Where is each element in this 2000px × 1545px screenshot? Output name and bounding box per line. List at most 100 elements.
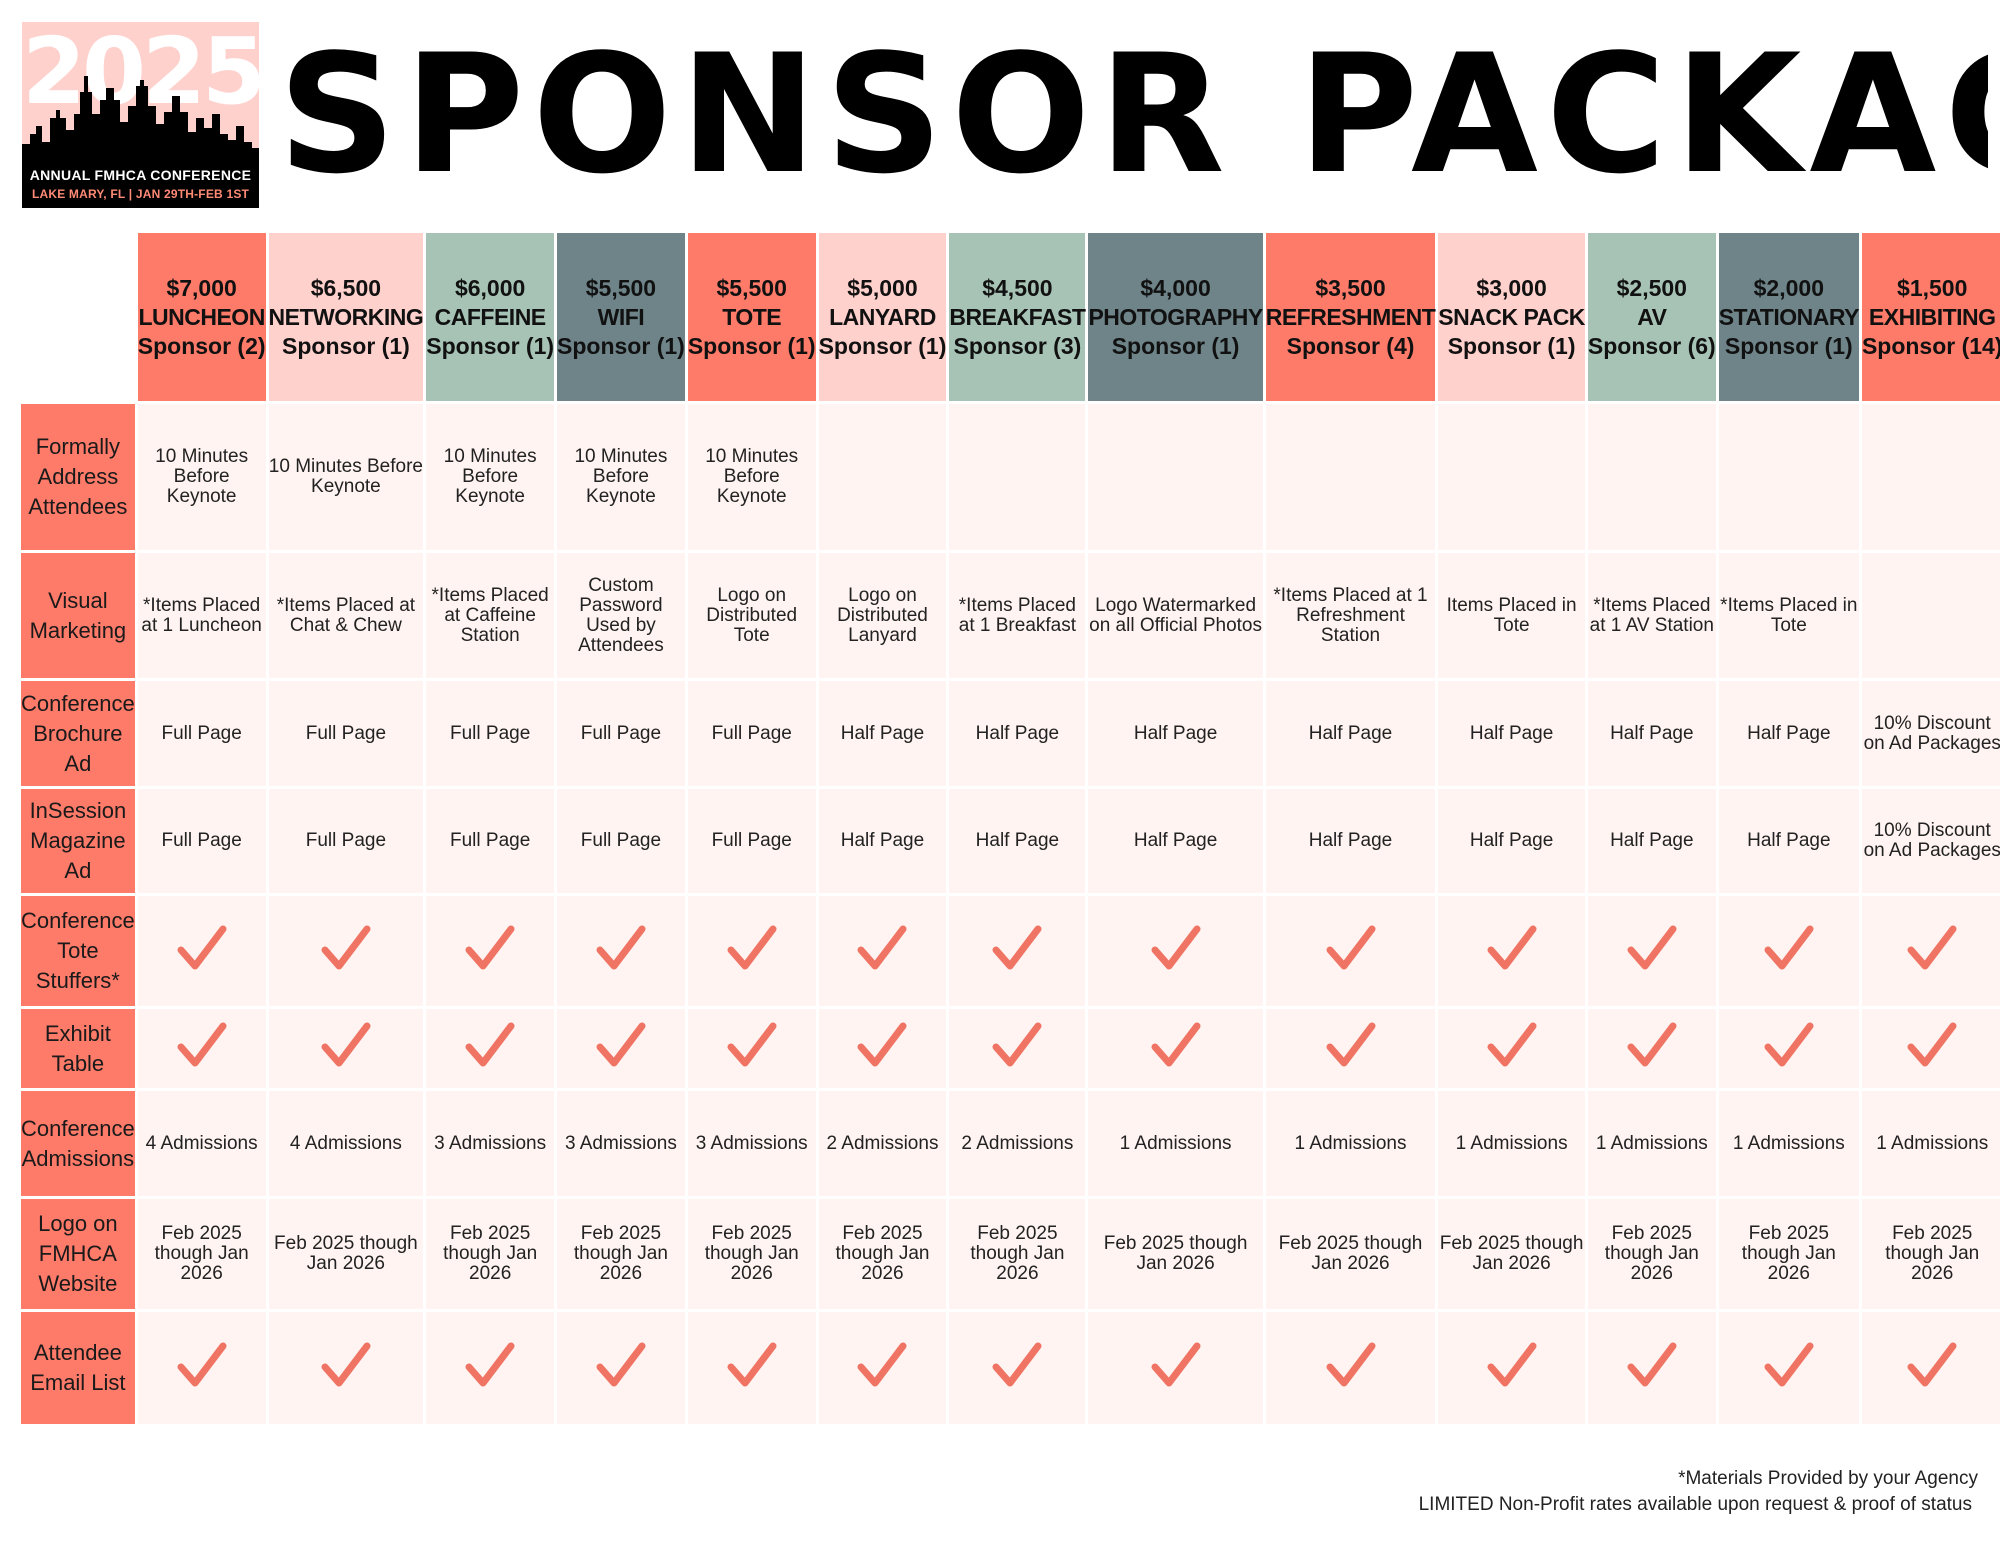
benefit-value — [818, 404, 947, 550]
checkmark-icon — [321, 1342, 371, 1386]
checkmark-cell — [818, 1312, 947, 1424]
benefit-value: Half Page — [1438, 789, 1585, 893]
package-price: $5,500 — [716, 274, 787, 301]
benefit-value: 1 Admissions — [1088, 1091, 1263, 1196]
benefit-value: Feb 2025 though Jan 2026 — [687, 1199, 816, 1309]
checkmark-icon — [1326, 925, 1375, 969]
checkmark-icon — [177, 925, 227, 969]
benefit-value: Feb 2025 though Jan 2026 — [1587, 1199, 1716, 1309]
benefit-value: Half Page — [1265, 789, 1436, 893]
benefit-value: Feb 2025 though Jan 2026 — [557, 1199, 685, 1309]
package-name: TOTE — [722, 303, 782, 330]
checkmark-cell — [818, 1009, 947, 1088]
checkmark-cell — [1265, 1312, 1436, 1424]
benefit-value: 10 Minutes Before Keynote — [137, 404, 266, 550]
benefit-value: 10 Minutes Before Keynote — [557, 404, 685, 550]
checkmark-icon — [1627, 1342, 1677, 1386]
benefit-label: Exhibit Table — [21, 1009, 135, 1088]
benefit-value — [1088, 404, 1263, 550]
checkmark-icon — [1326, 1022, 1375, 1067]
benefit-value: Half Page — [1587, 789, 1716, 893]
checkmark-icon — [465, 1022, 515, 1067]
benefit-value: 4 Admissions — [268, 1091, 424, 1196]
checkmark-icon — [1487, 925, 1537, 969]
package-count: Sponsor (1) — [557, 332, 685, 359]
benefit-value: Feb 2025 though Jan 2026 — [818, 1199, 947, 1309]
benefit-label: Attendee Email List — [21, 1312, 135, 1424]
checkmark-cell — [137, 1009, 266, 1088]
benefit-value: 10 Minutes Before Keynote — [426, 404, 555, 550]
package-header: $4,000 PHOTOGRAPHY Sponsor (1) — [1088, 233, 1263, 401]
checkmark-cell — [1861, 896, 2000, 1006]
benefit-value: Items Placed in Tote — [1438, 553, 1585, 678]
package-count: Sponsor (1) — [1447, 332, 1576, 359]
benefit-row: Formally Address Attendees 10 Minutes Bef… — [21, 404, 2000, 550]
checkmark-cell — [1265, 1009, 1436, 1088]
checkmark-icon — [321, 1022, 371, 1067]
benefit-value: *Items Placed at 1 Breakfast — [949, 553, 1086, 678]
checkmark-cell — [1861, 1009, 2000, 1088]
checkmark-icon — [1907, 925, 1957, 969]
package-price: $4,500 — [982, 274, 1053, 301]
checkmark-cell — [949, 1312, 1086, 1424]
benefit-value: Full Page — [687, 789, 816, 893]
checkmark-icon — [857, 1022, 907, 1067]
checkmark-cell — [557, 896, 685, 1006]
benefit-value: 10 Minutes Before Keynote — [268, 404, 424, 550]
benefit-row: InSession Magazine Ad Full Page Full Page F… — [21, 789, 2000, 893]
benefit-value: Feb 2025 though Jan 2026 — [1265, 1199, 1436, 1309]
footnote-nonprofit: LIMITED Non-Profit rates available upon … — [1418, 1494, 1972, 1515]
benefit-value: 2 Admissions — [818, 1091, 947, 1196]
checkmark-icon — [1487, 1022, 1537, 1067]
checkmark-icon — [177, 1022, 227, 1067]
checkmark-icon — [727, 925, 777, 969]
package-name: LANYARD — [829, 303, 936, 330]
package-count: Sponsor (1) — [687, 332, 816, 359]
checkmark-icon — [857, 925, 907, 969]
benefit-row: Conference Admissions 4 Admissions 4 Admis… — [21, 1091, 2000, 1196]
benefit-value: Half Page — [1587, 681, 1716, 786]
checkmark-cell — [1088, 896, 1263, 1006]
benefit-value — [1265, 404, 1436, 550]
benefit-value: 10 Minutes Before Keynote — [687, 404, 816, 550]
package-price: $7,000 — [166, 274, 237, 301]
checkmark-icon — [596, 1342, 646, 1386]
package-header: $4,500 BREAKFAST Sponsor (3) — [949, 233, 1086, 401]
benefit-label: Formally Address Attendees — [21, 404, 135, 550]
checkmark-cell — [137, 896, 266, 1006]
checkmark-cell — [1587, 1312, 1716, 1424]
checkmark-icon — [992, 925, 1042, 969]
package-count: Sponsor (6) — [1587, 332, 1716, 359]
package-name: BREAKFAST — [949, 303, 1086, 330]
benefit-value: 10% Discount on Ad Packages — [1861, 681, 2000, 786]
benefit-value: Feb 2025 though Jan 2026 — [1088, 1199, 1263, 1309]
package-count: Sponsor (1) — [1724, 332, 1853, 359]
checkmark-cell — [426, 1312, 555, 1424]
checkmark-icon — [857, 1342, 907, 1386]
package-header: $5,000 LANYARD Sponsor (1) — [818, 233, 947, 401]
package-price: $3,500 — [1315, 274, 1386, 301]
benefit-value: *Items Placed at 1 Luncheon — [137, 553, 266, 678]
benefit-value: Full Page — [687, 681, 816, 786]
package-name: STATIONARY — [1718, 303, 1860, 330]
package-name: SNACK PACK — [1438, 303, 1585, 330]
package-name: LUNCHEON — [138, 303, 265, 330]
benefit-value: Custom Password Used by Attendees — [557, 553, 685, 678]
package-header: $7,000 LUNCHEON Sponsor (2) — [137, 233, 266, 401]
package-count: Sponsor (1) — [1111, 332, 1240, 359]
package-header: $3,500 REFRESHMENT Sponsor (4) — [1265, 233, 1436, 401]
checkmark-icon — [1627, 925, 1677, 969]
benefit-value: Half Page — [1088, 789, 1263, 893]
checkmark-icon — [1764, 925, 1814, 969]
checkmark-cell — [268, 896, 424, 1006]
benefit-value: 1 Admissions — [1861, 1091, 2000, 1196]
checkmark-cell — [1861, 1312, 2000, 1424]
package-count: Sponsor (4) — [1286, 332, 1415, 359]
checkmark-icon — [1326, 1342, 1375, 1386]
benefit-value: 3 Admissions — [687, 1091, 816, 1196]
benefit-value: Logo on Distributed Tote — [687, 553, 816, 678]
benefit-value: Half Page — [949, 789, 1086, 893]
checkmark-icon — [596, 925, 646, 969]
checkmark-icon — [1151, 1022, 1201, 1067]
package-name: PHOTOGRAPHY — [1088, 303, 1263, 330]
